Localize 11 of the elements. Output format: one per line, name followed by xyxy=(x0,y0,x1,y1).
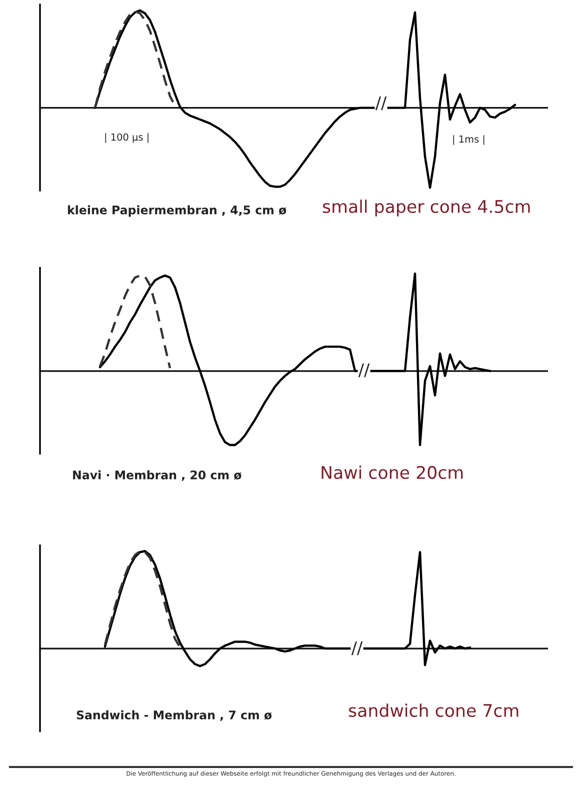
text: Navi · Membran , 20 cm ø xyxy=(73,470,242,481)
text: Nawi cone 20cm xyxy=(322,466,463,480)
annotation: // xyxy=(375,96,387,110)
text: small paper cone 4.5cm xyxy=(322,200,530,216)
text: sandwich cone 7cm xyxy=(348,704,518,718)
annotation: // xyxy=(358,363,370,378)
text: Sandwich - Membran , 7 cm ø xyxy=(76,710,272,721)
annotation: // xyxy=(351,641,363,656)
text: kleine Papiermembran , 4,5 cm ø xyxy=(68,205,286,217)
annotation: | 100 µs | xyxy=(105,133,148,143)
annotation: | 1ms | xyxy=(453,135,484,145)
